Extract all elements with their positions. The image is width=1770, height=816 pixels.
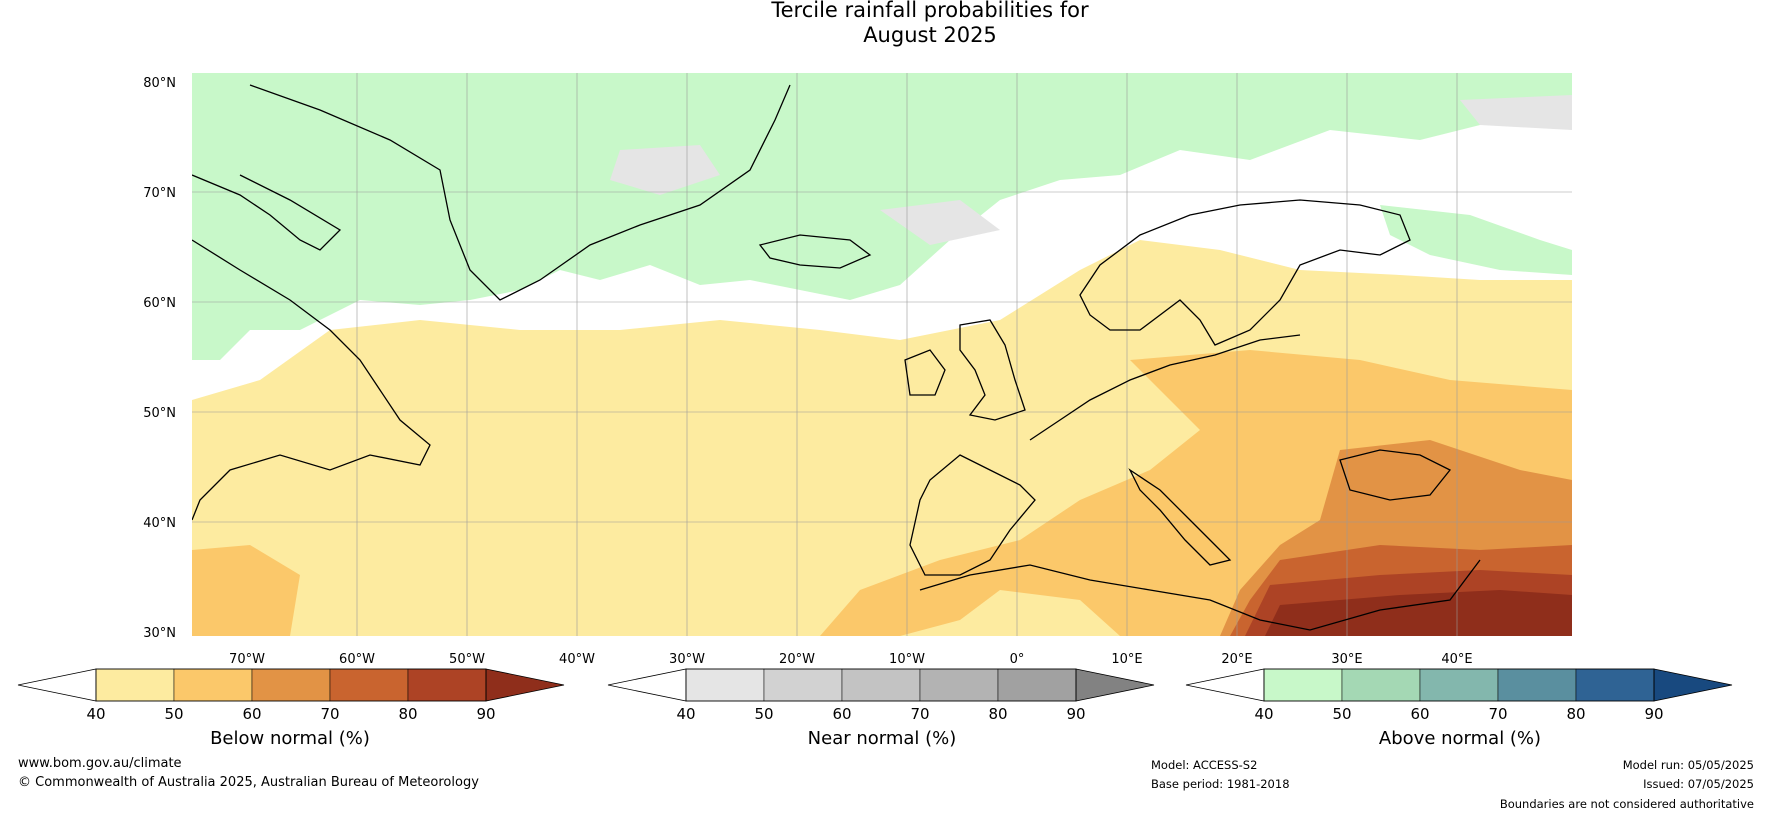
colorbar-segment — [919, 668, 999, 702]
iberia-coast — [909, 454, 1036, 576]
colorbar-over-extension — [1653, 668, 1733, 702]
lon-tick-label: 10°E — [1111, 652, 1142, 667]
colorbar-title-below: Below normal (%) — [210, 728, 370, 749]
labrador-coast — [192, 239, 431, 521]
map-gridlines — [192, 73, 1572, 636]
lon-tick-label: 20°W — [779, 652, 815, 667]
lon-tick-label: 0° — [1010, 652, 1025, 667]
colorbars: 40 50 60 70 80 90 40 50 60 70 80 90 40 50 60 70 80 90 — [17, 668, 1733, 723]
colorbar-segment — [173, 668, 253, 702]
colorbar-tick-label: 70 — [1488, 705, 1507, 723]
colorbar-tick-label: 80 — [398, 705, 417, 723]
colorbar-segment — [841, 668, 921, 702]
colorbar-segment — [95, 668, 175, 702]
colorbar-segment — [1263, 668, 1343, 702]
lat-tick-label: 30°N — [143, 626, 176, 641]
near-normal-patch-3 — [1460, 95, 1572, 130]
lon-tick-label: 20°E — [1221, 652, 1252, 667]
colorbar-segment — [997, 668, 1077, 702]
colorbar-above: 40 50 60 70 80 90 — [1185, 668, 1733, 723]
lon-tick-label: 50°W — [449, 652, 485, 667]
colorbar-tick-label: 90 — [476, 705, 495, 723]
lat-tick-label: 70°N — [143, 186, 176, 201]
lat-tick-label: 60°N — [143, 296, 176, 311]
colorbar-tick-label: 70 — [910, 705, 929, 723]
lat-tick-label: 80°N — [143, 76, 176, 91]
lat-tick-label: 40°N — [143, 516, 176, 531]
longitude-labels: 70°W 60°W 50°W 40°W 30°W 20°W 10°W 0° 10°E 20°E 30… — [229, 652, 1473, 667]
colorbar-tick-label: 50 — [754, 705, 773, 723]
colorbar-segment — [763, 668, 843, 702]
lat-tick-label: 50°N — [143, 406, 176, 421]
colorbar-tick-label: 50 — [164, 705, 183, 723]
black-sea-coast — [1339, 449, 1452, 501]
colorbar-tick-label: 80 — [1566, 705, 1585, 723]
near-normal-patch-2 — [880, 200, 1000, 245]
base-period-text: Base period: 1981-2018 — [1151, 777, 1290, 791]
colorbar-segment — [407, 668, 487, 702]
coastlines — [192, 84, 1481, 631]
latitude-labels: 80°N 70°N 60°N 50°N 40°N 30°N — [143, 76, 176, 641]
colorbar-near: 40 50 60 70 80 90 — [607, 668, 1155, 723]
colorbar-over-extension — [485, 668, 565, 702]
model-text: Model: ACCESS-S2 — [1151, 758, 1258, 772]
colorbar-segment — [329, 668, 409, 702]
lon-tick-label: 10°W — [889, 652, 925, 667]
colorbar-title-near: Near normal (%) — [807, 728, 957, 749]
mediterranean-south-coast — [919, 559, 1481, 631]
lon-tick-label: 60°W — [339, 652, 375, 667]
colorbar-tick-label: 60 — [1410, 705, 1429, 723]
colorbar-title-above: Above normal (%) — [1378, 728, 1542, 749]
colorbar-segment — [1419, 668, 1499, 702]
colorbar-tick-label: 40 — [86, 705, 105, 723]
probability-shading — [192, 73, 1572, 636]
colorbar-over-extension — [1075, 668, 1155, 702]
model-run-text: Model run: 05/05/2025 — [1622, 758, 1754, 772]
europe-north-coast — [1029, 334, 1301, 441]
colorbar-segment — [1497, 668, 1577, 702]
map-title-line1: Tercile rainfall probabilities for — [771, 0, 1089, 22]
colorbar-under-extension — [607, 668, 687, 702]
colorbar-tick-label: 80 — [988, 705, 1007, 723]
map-title: Tercile rainfall probabilities for Augus… — [0, 0, 1770, 48]
colorbar-tick-label: 60 — [832, 705, 851, 723]
colorbar-tick-label: 90 — [1644, 705, 1663, 723]
baffin-coast — [192, 174, 342, 251]
colorbar-segment — [1341, 668, 1421, 702]
colorbar-tick-label: 40 — [676, 705, 695, 723]
above-normal-region-north — [192, 73, 1572, 360]
colorbar-tick-label: 70 — [320, 705, 339, 723]
greenland-coast — [249, 84, 791, 301]
lon-tick-label: 40°E — [1441, 652, 1472, 667]
below-normal-90 — [1265, 590, 1572, 636]
copyright-text: © Commonwealth of Australia 2025, Austra… — [18, 775, 479, 790]
lon-tick-label: 30°E — [1331, 652, 1362, 667]
italy-coast — [1128, 468, 1232, 566]
colorbar-segment — [1575, 668, 1655, 702]
colorbar-under-extension — [1185, 668, 1265, 702]
colorbar-tick-label: 60 — [242, 705, 261, 723]
scandinavia-coast — [1079, 199, 1411, 346]
map-title-line2: August 2025 — [863, 23, 997, 47]
colorbar-segment — [685, 668, 765, 702]
colorbar-below: 40 50 60 70 80 90 — [17, 668, 565, 723]
near-normal-patch-1 — [610, 145, 720, 195]
colorbar-tick-label: 40 — [1254, 705, 1273, 723]
website-link[interactable]: www.bom.gov.au/climate — [18, 756, 182, 771]
colorbar-tick-label: 50 — [1332, 705, 1351, 723]
lon-tick-label: 30°W — [669, 652, 705, 667]
issued-text: Issued: 07/05/2025 — [1643, 777, 1754, 791]
above-normal-patch-scandinavia — [1380, 205, 1572, 275]
below-normal-50-west — [192, 545, 300, 636]
lon-tick-label: 70°W — [229, 652, 265, 667]
colorbar-under-extension — [17, 668, 97, 702]
british-isles-coast — [904, 319, 1026, 421]
disclaimer-text: Boundaries are not considered authoritat… — [1499, 797, 1754, 811]
iceland-coast — [758, 234, 872, 269]
lon-tick-label: 40°W — [559, 652, 595, 667]
colorbar-tick-label: 90 — [1066, 705, 1085, 723]
colorbar-segment — [251, 668, 331, 702]
